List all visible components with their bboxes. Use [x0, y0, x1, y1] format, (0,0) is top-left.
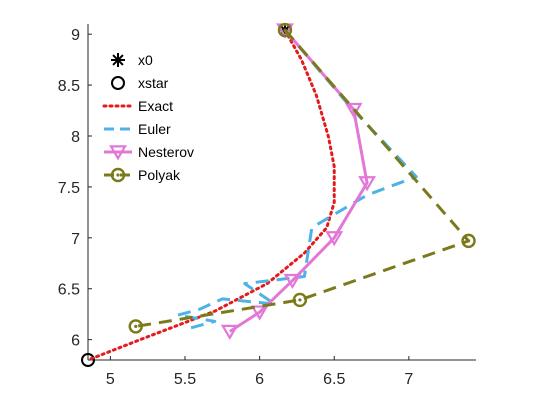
- data-point-xstar: [81, 353, 95, 367]
- legend-label: Euler: [138, 121, 171, 137]
- data-point-nesterov: [358, 176, 376, 192]
- legend-entry-nesterov: Nesterov: [104, 144, 194, 161]
- marker-ring: [128, 319, 143, 334]
- x-tick-label: 5: [106, 371, 115, 388]
- x-tick-label: 5.5: [174, 371, 196, 388]
- marker-ring: [292, 292, 308, 308]
- series-nesterov: [220, 23, 376, 340]
- x-tick-label: 6: [255, 371, 264, 388]
- legend-swatch-marker: [111, 76, 125, 90]
- y-tick-label: 9: [71, 27, 80, 44]
- asterisk-stroke: [112, 54, 124, 66]
- data-point-polyak: [277, 22, 293, 38]
- y-tick-label: 7.5: [58, 180, 80, 197]
- y-tick-label: 8: [71, 129, 80, 146]
- x-tick-label: 7: [404, 371, 413, 388]
- axes: 5 5.5 6 6.5 7 6 6.5 7 7.5 8 8.5 9: [58, 24, 476, 388]
- marker-center: [134, 324, 138, 328]
- marker-center: [466, 239, 471, 243]
- data-point-polyak: [292, 292, 308, 308]
- series-line-polyak: [135, 29, 471, 328]
- legend-label: Polyak: [138, 167, 181, 183]
- series-exact: [86, 28, 336, 362]
- y-tick-label: 7: [71, 231, 80, 248]
- y-tick-label: 6: [71, 333, 80, 350]
- series-layer: [81, 22, 476, 367]
- legend-label: xstar: [138, 75, 169, 91]
- y-tick-label: 6.5: [58, 282, 80, 299]
- data-point-polyak: [461, 233, 476, 249]
- series-line-exact: [86, 28, 336, 362]
- y-tick-label: 8.5: [58, 78, 80, 95]
- data-point-nesterov: [283, 273, 302, 290]
- legend-entry-x0: x0: [111, 52, 153, 68]
- marker-center: [116, 173, 120, 177]
- series-euler: [176, 29, 418, 331]
- series-line-nesterov: [228, 29, 369, 333]
- data-point-nesterov: [325, 231, 344, 247]
- marker-ring: [110, 167, 126, 183]
- series-line-euler: [176, 29, 418, 331]
- data-point-nesterov: [344, 102, 363, 118]
- data-point-nesterov: [220, 324, 239, 340]
- legend-swatch-marker: [111, 53, 125, 67]
- marker-center: [298, 298, 302, 302]
- series-polyak: [128, 22, 476, 334]
- marker-ring: [461, 233, 476, 249]
- legend-entry-xstar: xstar: [111, 75, 169, 91]
- data-point-polyak: [128, 319, 143, 334]
- data-point-nesterov: [250, 305, 269, 321]
- legend: x0 xstar Exact Euler Nesterov Polyak: [102, 52, 194, 183]
- legend-entry-euler: Euler: [104, 121, 171, 137]
- legend-entry-exact: Exact: [102, 98, 173, 114]
- marker-ring: [277, 22, 293, 38]
- x-tick-label: 6.5: [323, 371, 345, 388]
- legend-label: Exact: [138, 98, 173, 114]
- legend-entry-polyak: Polyak: [104, 167, 181, 183]
- series-xstar: [81, 353, 95, 367]
- legend-swatch-marker: [109, 145, 127, 161]
- legend-swatch-marker: [110, 167, 126, 183]
- legend-label: x0: [138, 52, 153, 68]
- marker-center: [283, 28, 287, 32]
- legend-label: Nesterov: [138, 144, 194, 160]
